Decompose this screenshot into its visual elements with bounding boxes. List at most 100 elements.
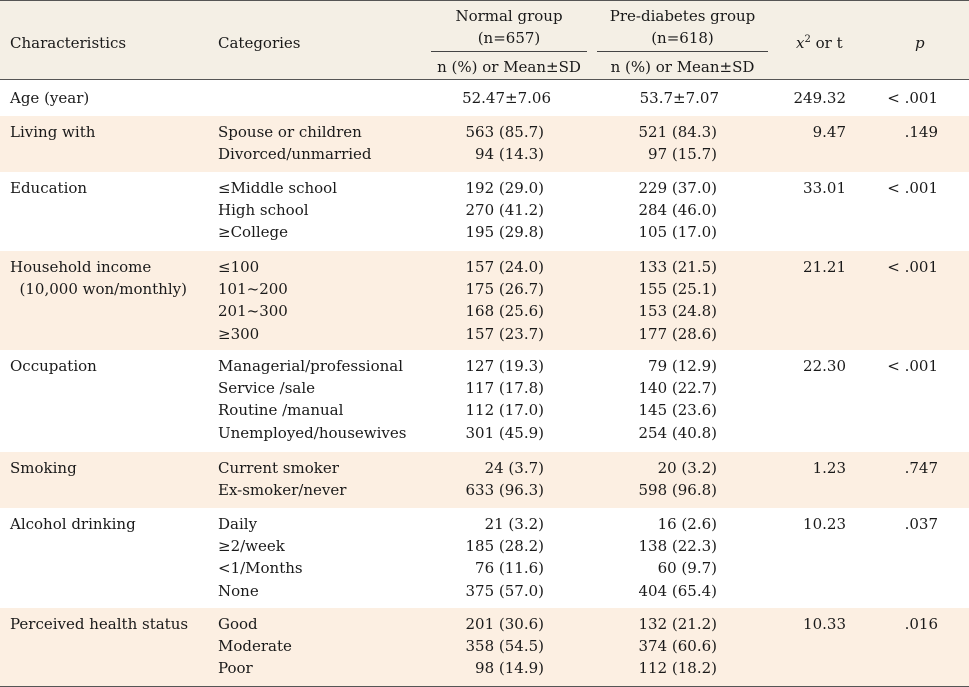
header-prediabetes-n: (n=618) [651, 29, 714, 47]
category-cell: Poor [218, 659, 253, 678]
header-statistic: x2 or t [796, 34, 843, 52]
characteristic-label: Age (year) [10, 89, 90, 107]
category-cell: Service /sale [218, 379, 316, 398]
normal-value-cell: 157 (24.0) [465, 258, 544, 276]
characteristic-label: Perceived health status [10, 615, 189, 633]
normal-value-cell: 168 (25.6) [465, 302, 544, 321]
normal-value-cell: 201 (30.6) [465, 615, 544, 633]
prediabetes-value-cell: 140 (22.7) [638, 379, 717, 398]
category-cell: ≤100 [218, 258, 260, 276]
p-value-cell: < .001 [887, 258, 938, 276]
header-normal-sub: n (%) or Mean±SD [437, 58, 581, 76]
characteristic-label: Alcohol drinking [10, 515, 136, 533]
category-cell: Divorced/unmarried [218, 145, 372, 164]
normal-value-cell: 76 (11.6) [475, 559, 544, 578]
prediabetes-value-cell: 53.7±7.07 [639, 89, 719, 107]
normal-value-cell: 112 (17.0) [465, 401, 544, 420]
category-cell: Current smoker [218, 459, 339, 477]
p-value-cell: .016 [904, 615, 938, 633]
normal-value-cell: 52.47±7.06 [462, 89, 551, 107]
table-row-group: Living with Spouse or children 563 (85.7) 5… [0, 116, 969, 172]
normal-value-cell: 157 (23.7) [465, 324, 544, 343]
category-cell: High school [218, 201, 309, 220]
prediabetes-value-cell: 97 (15.7) [648, 145, 717, 164]
normal-value-cell: 127 (19.3) [465, 357, 544, 375]
prediabetes-value-cell: 229 (37.0) [638, 179, 717, 197]
prediabetes-value-cell: 284 (46.0) [638, 201, 717, 220]
characteristic-label: Education [10, 179, 88, 197]
characteristic-label: Household income [10, 258, 152, 276]
prediabetes-value-cell: 254 (40.8) [638, 423, 717, 442]
p-value-cell: .037 [904, 515, 938, 533]
statistic-cell: 9.47 [812, 123, 846, 141]
header-prediabetes-rule [597, 51, 768, 52]
prediabetes-value-cell: 20 (3.2) [657, 459, 717, 477]
normal-value-cell: 633 (96.3) [465, 481, 544, 500]
statistic-cell: 22.30 [803, 357, 846, 375]
statistic-cell: 249.32 [793, 89, 847, 107]
statistic-cell: 10.23 [803, 515, 846, 533]
prediabetes-value-cell: 60 (9.7) [657, 559, 717, 578]
prediabetes-value-cell: 132 (21.2) [638, 615, 717, 633]
characteristic-label: Occupation [10, 357, 97, 375]
header-characteristics: Characteristics [10, 34, 127, 52]
characteristic-label: (10,000 won/monthly) [10, 280, 187, 299]
category-cell: <1/Months [218, 559, 303, 578]
header-prediabetes-sub: n (%) or Mean±SD [610, 58, 755, 76]
normal-value-cell: 270 (41.2) [465, 201, 544, 220]
prediabetes-value-cell: 79 (12.9) [648, 357, 717, 375]
header-normal-n: (n=657) [477, 29, 541, 47]
characteristic-label: Smoking [10, 459, 77, 477]
prediabetes-value-cell: 177 (28.6) [638, 324, 717, 343]
table-row-group: Alcohol drinking Daily 21 (3.2) 16 (2.6) ≥2/… [0, 508, 969, 608]
table-row-group: Occupation Managerial/professional 127 (19… [0, 350, 969, 452]
normal-value-cell: 563 (85.7) [465, 123, 544, 141]
category-cell: Ex-smoker/never [218, 481, 347, 500]
header-p: p [915, 34, 925, 52]
characteristic-label: Living with [10, 123, 96, 141]
normal-value-cell: 24 (3.7) [484, 459, 544, 477]
category-cell: Routine /manual [218, 401, 344, 420]
normal-value-cell: 94 (14.3) [475, 145, 544, 164]
category-cell: Unemployed/housewives [218, 423, 407, 442]
category-cell: 101~200 [218, 280, 288, 299]
table-row-group: Education ≤Middle school 192 (29.0) 229 (37… [0, 172, 969, 251]
normal-value-cell: 375 (57.0) [465, 581, 544, 600]
p-value-cell: < .001 [887, 89, 938, 107]
prediabetes-value-cell: 521 (84.3) [638, 123, 717, 141]
prediabetes-value-cell: 153 (24.8) [638, 302, 717, 321]
table-header: Characteristics Categories Normal group … [0, 0, 969, 80]
prediabetes-value-cell: 112 (18.2) [638, 659, 717, 678]
category-cell: ≥300 [218, 324, 260, 343]
prediabetes-value-cell: 133 (21.5) [638, 258, 717, 276]
header-normal-group: Normal group [455, 7, 563, 25]
category-cell: ≥2/week [218, 537, 285, 556]
prediabetes-value-cell: 138 (22.3) [638, 537, 717, 556]
normal-value-cell: 195 (29.8) [465, 223, 544, 242]
category-cell: None [218, 581, 259, 600]
normal-value-cell: 117 (17.8) [465, 379, 544, 398]
header-prediabetes-group: Pre-diabetes group [609, 7, 756, 25]
prediabetes-value-cell: 404 (65.4) [638, 581, 717, 600]
normal-value-cell: 192 (29.0) [465, 179, 544, 197]
normal-value-cell: 301 (45.9) [465, 423, 544, 442]
category-cell: Moderate [218, 637, 292, 656]
statistic-cell: 1.23 [812, 459, 846, 477]
category-cell: ≥College [218, 223, 289, 242]
normal-value-cell: 358 (54.5) [465, 637, 544, 656]
p-value-cell: .149 [904, 123, 938, 141]
p-value-cell: < .001 [887, 357, 938, 375]
statistic-cell: 33.01 [803, 179, 846, 197]
category-cell: Managerial/professional [218, 357, 404, 375]
prediabetes-value-cell: 374 (60.6) [638, 637, 717, 656]
table-row-group: Perceived health status Good 201 (30.6) 132… [0, 608, 969, 687]
p-value-cell: .747 [904, 459, 938, 477]
prediabetes-value-cell: 105 (17.0) [638, 223, 717, 242]
category-cell: Spouse or children [218, 123, 362, 141]
table-row-group: Smoking Current smoker 24 (3.7) 20 (3.2) Ex-… [0, 452, 969, 508]
p-value-cell: < .001 [887, 179, 938, 197]
category-cell: Daily [218, 515, 258, 533]
category-cell: ≤Middle school [218, 179, 337, 197]
prediabetes-value-cell: 155 (25.1) [638, 280, 717, 299]
header-categories: Categories [218, 34, 301, 52]
